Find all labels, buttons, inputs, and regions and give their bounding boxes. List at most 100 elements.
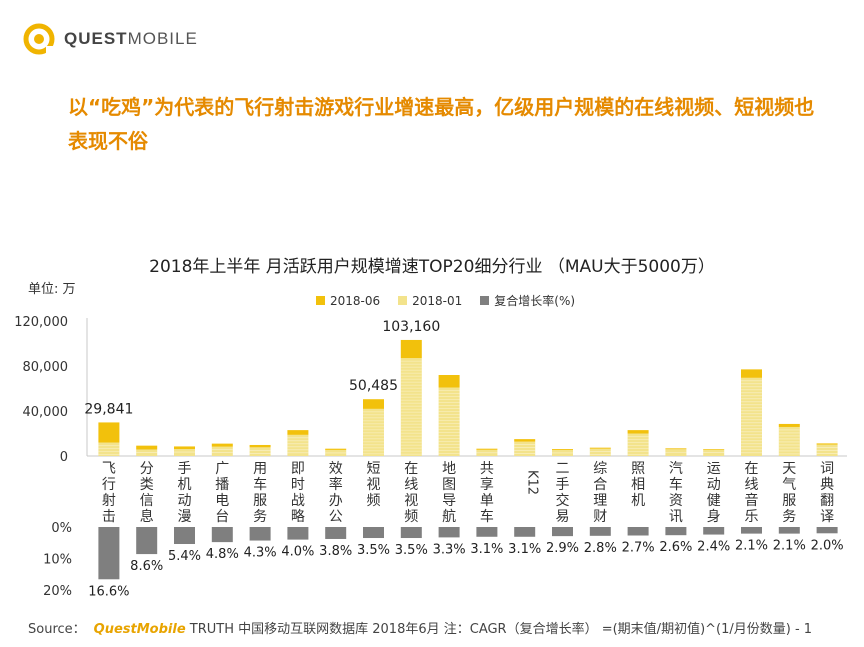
growth-bar: [249, 527, 271, 541]
bar-2018-06: [552, 449, 573, 450]
growth-value-label: 3.5%: [395, 543, 428, 558]
category-label: 分类信息: [140, 461, 154, 525]
growth-bar: [363, 527, 384, 539]
bar-2018-06: [514, 439, 536, 442]
brand-logo: QUESTMOBILE: [22, 22, 198, 56]
growth-value-label: 16.6%: [88, 584, 129, 599]
legend-item-current: 2018-06: [316, 292, 380, 309]
y-tick-label: 120,000: [14, 315, 68, 330]
bar-2018-06: [287, 430, 309, 435]
bar-2018-06: [438, 375, 460, 388]
growth-bar: [476, 527, 498, 537]
bar-2018-06: [627, 430, 649, 434]
category-label: 飞行射击: [102, 461, 116, 525]
bar-2018-01: [778, 426, 800, 456]
bar-value-label: 50,485: [349, 378, 398, 394]
bar-2018-01: [589, 448, 611, 456]
bar-2018-01: [211, 446, 233, 456]
bar-2018-06: [174, 446, 195, 450]
bar-2018-06: [778, 423, 800, 427]
growth-bar: [627, 527, 649, 536]
growth-value-label: 2.7%: [622, 541, 655, 556]
category-label: 短视频: [367, 461, 381, 509]
growth-tick-label: 0%: [51, 521, 72, 536]
source-note: Source： QuestMobile TRUTH 中国移动互联网数据库 2018…: [28, 618, 812, 637]
bar-2018-06: [665, 448, 687, 450]
bar-value-label: 29,841: [84, 401, 133, 417]
bar-2018-01: [627, 433, 649, 456]
category-label: K12: [525, 470, 540, 495]
growth-bar: [211, 527, 233, 543]
legend-swatch-previous: [398, 296, 408, 305]
category-label: 运动健身: [707, 461, 721, 525]
growth-value-label: 2.0%: [811, 538, 844, 553]
bar-2018-01: [363, 408, 384, 456]
growth-bar: [665, 527, 687, 536]
growth-value-label: 3.1%: [470, 542, 503, 557]
category-label: 天气服务: [782, 461, 796, 525]
source-text: TRUTH 中国移动互联网数据库 2018年6月 注：CAGR（复合增长率） =…: [189, 622, 813, 637]
unit-label: 单位: 万: [28, 282, 76, 297]
bar-2018-01: [514, 441, 536, 456]
chart-legend: 2018-06 2018-01 复合增长率(%): [316, 292, 575, 309]
category-label: 照相机: [631, 461, 645, 509]
bar-2018-06: [325, 448, 347, 450]
bar-2018-01: [665, 449, 687, 456]
bar-2018-01: [174, 449, 195, 456]
growth-value-label: 8.6%: [130, 559, 163, 574]
questmobile-logo-icon: [23, 23, 55, 55]
bar-2018-06: [249, 444, 271, 448]
bar-2018-01: [400, 358, 422, 456]
bar-2018-06: [816, 443, 838, 445]
growth-bar: [778, 527, 800, 534]
growth-value-label: 2.1%: [735, 539, 768, 554]
growth-bar: [703, 527, 725, 535]
growth-value-label: 3.3%: [433, 542, 466, 557]
growth-bar: [438, 527, 460, 538]
category-label: 共享单车: [480, 461, 494, 525]
category-label: 词典翻译: [820, 461, 834, 525]
category-label: 地图导航: [442, 461, 456, 525]
bar-2018-01: [249, 447, 271, 456]
source-label: Source：: [28, 622, 86, 637]
bar-2018-01: [98, 442, 120, 456]
category-label: 综合理财: [593, 461, 607, 525]
growth-value-label: 2.9%: [546, 541, 579, 556]
bar-2018-06: [589, 447, 611, 449]
bar-2018-01: [287, 434, 309, 456]
category-label: 在线音乐: [745, 461, 759, 525]
headline: 以“吃鸡”为代表的飞行射击游戏行业增速最高，亿级用户规模的在线视频、短视频也表现…: [68, 95, 815, 153]
growth-bar: [514, 527, 536, 537]
growth-value-label: 4.0%: [281, 545, 314, 560]
category-label: 在线视频: [404, 461, 418, 525]
bar-2018-01: [438, 387, 460, 456]
bar-2018-06: [211, 443, 233, 447]
growth-value-label: 2.4%: [697, 540, 730, 555]
bar-2018-06: [400, 339, 422, 359]
growth-bar: [98, 527, 120, 580]
legend-item-growth: 复合增长率(%): [480, 292, 575, 309]
growth-bar: [174, 527, 195, 545]
category-label: 广播电台: [215, 461, 229, 525]
category-label: 效率办公: [329, 461, 343, 525]
growth-value-label: 3.1%: [508, 542, 541, 557]
bar-2018-06: [741, 369, 762, 378]
chart-title: 2018年上半年 月活跃用户规模增速TOP20细分行业 （MAU大于5000万）: [149, 257, 715, 277]
growth-value-label: 5.4%: [168, 549, 201, 564]
growth-bar: [400, 527, 422, 539]
bar-value-label: 103,160: [382, 319, 440, 335]
growth-bar: [136, 527, 158, 555]
legend-swatch-growth: [480, 296, 490, 305]
y-tick-label: 80,000: [23, 360, 69, 375]
growth-tick-label: 20%: [43, 584, 72, 599]
source-brand: QuestMobile: [93, 622, 186, 637]
bar-2018-06: [98, 422, 120, 443]
category-label: 二手交易: [556, 461, 570, 525]
growth-value-label: 4.3%: [244, 546, 277, 561]
growth-bar: [325, 527, 347, 539]
category-label: 即时战略: [291, 461, 305, 525]
category-label: 手机动漫: [178, 461, 192, 525]
bar-2018-06: [476, 448, 498, 450]
y-tick-label: 40,000: [23, 405, 69, 420]
category-label: 汽车资讯: [669, 461, 683, 525]
